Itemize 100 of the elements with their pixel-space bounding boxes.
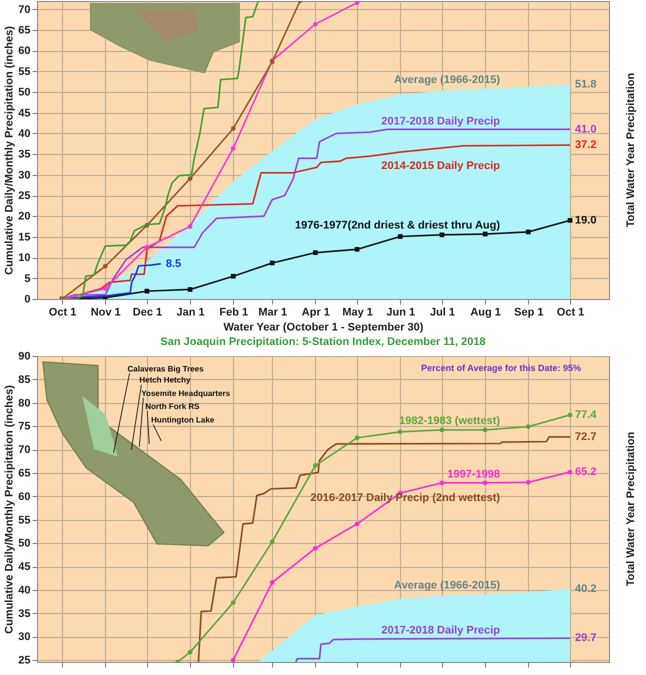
chart-title: San Joaquin Precipitation: 5-Station Index, December 11, 2018 — [160, 336, 486, 348]
point — [568, 470, 572, 474]
y-tick-label: 60 — [18, 45, 30, 58]
y-axis-title: Cumulative Daily/Monthly Precipitation (inches) — [3, 26, 16, 275]
x-tick-label: Mar 1 — [258, 306, 288, 318]
y-tick-label: 20 — [18, 210, 30, 223]
y-tick-label: 25 — [18, 654, 30, 667]
x-tick-label: May 1 — [342, 306, 373, 318]
point — [230, 658, 236, 662]
point — [270, 539, 275, 544]
x-tick-label: Dec 1 — [132, 306, 162, 318]
point — [482, 428, 488, 432]
point — [188, 650, 192, 655]
point — [313, 463, 318, 468]
point — [568, 218, 572, 223]
y-tick-label: 0 — [24, 294, 30, 306]
x-tick-label: Jan 1 — [176, 306, 205, 318]
point — [230, 126, 236, 131]
point — [313, 546, 318, 551]
series-label: 2017-2018 Daily Precip — [381, 115, 500, 128]
data-label: 40.2 — [575, 583, 596, 596]
point — [482, 232, 488, 236]
point — [313, 22, 318, 27]
point — [102, 264, 108, 269]
annotation: Calaveras Big Trees — [127, 364, 204, 373]
series-label: Average (1966-2015) — [394, 580, 500, 592]
y-axis-title: Cumulative Daily/Monthly Precipitation (inches) — [3, 384, 16, 634]
point — [230, 600, 236, 605]
data-label: 29.7 — [575, 632, 596, 644]
x-tick-label: Jul 1 — [430, 306, 456, 318]
data-label: 65.2 — [575, 466, 596, 478]
point — [440, 480, 444, 486]
annotation: Percent of Average for this Date: 95% — [421, 363, 581, 373]
x-tick-label: Apr 1 — [302, 306, 330, 318]
y-tick-label: 45 — [18, 561, 30, 574]
line-series — [61, 1, 260, 299]
point — [270, 260, 275, 266]
series-label: 1982-1983 (wettest) — [399, 414, 500, 427]
x-tick-label: Jun 1 — [386, 306, 416, 318]
y-tick-label: 40 — [18, 128, 30, 140]
point — [398, 429, 403, 434]
point — [440, 428, 444, 432]
point — [526, 480, 531, 485]
point — [354, 522, 360, 526]
y-tick-label: 55 — [18, 514, 30, 526]
series-label: 1997-1998 — [447, 468, 500, 481]
y2-axis-title: Total Water Year Precipitation — [625, 72, 637, 228]
y-tick-label: 30 — [18, 631, 30, 644]
point — [230, 274, 236, 279]
y-tick-label: 10 — [18, 252, 30, 264]
series-label: 2017-2018 Daily Precip — [381, 624, 500, 636]
data-label: 19.0 — [575, 214, 596, 226]
y-tick-label: 40 — [18, 584, 30, 596]
point — [188, 287, 192, 292]
y-tick-label: 85 — [18, 374, 30, 386]
y-tick-label: 65 — [18, 24, 30, 36]
annotation: North Fork RS — [144, 402, 200, 411]
y-tick-label: 55 — [18, 66, 30, 78]
point — [102, 286, 108, 291]
y2-axis-title: Total Water Year Precipitation — [625, 431, 637, 586]
point — [188, 224, 192, 229]
point — [482, 480, 488, 486]
data-label: 8.5 — [166, 258, 182, 270]
y-tick-label: 70 — [18, 4, 30, 16]
y-tick-label: 75 — [18, 420, 30, 433]
y-tick-label: 80 — [18, 397, 30, 410]
data-label: 72.7 — [575, 430, 596, 443]
point — [354, 246, 360, 252]
annotation: Hetch Hetchy — [138, 375, 191, 384]
point — [354, 436, 360, 440]
point — [144, 288, 150, 294]
y-tick-label: 65 — [18, 467, 30, 480]
y-tick-label: 25 — [18, 190, 30, 202]
annotation: Huntington Lake — [150, 415, 214, 424]
x-tick-label: Nov 1 — [90, 306, 121, 318]
y-tick-label: 5 — [24, 272, 30, 285]
series-label: 2014-2015 Daily Precip — [381, 160, 500, 172]
y-tick-label: 30 — [18, 169, 30, 182]
point — [398, 234, 403, 239]
data-label: 51.8 — [575, 78, 596, 91]
point — [144, 244, 150, 250]
y-tick-label: 70 — [18, 444, 30, 456]
y-tick-label: 45 — [18, 107, 30, 120]
point — [440, 232, 444, 238]
y-tick-label: 90 — [18, 350, 30, 362]
x-tick-label: Aug 1 — [470, 306, 501, 318]
y-tick-label: 35 — [18, 148, 30, 161]
y-tick-label: 60 — [18, 490, 30, 503]
point — [354, 1, 360, 5]
data-label: 41.0 — [575, 123, 596, 136]
x-tick-label: Feb 1 — [219, 306, 248, 318]
data-label: 37.2 — [575, 139, 596, 152]
y-tick-label: 50 — [18, 538, 30, 550]
series-label: 1976-1977(2nd driest & driest thru Aug) — [295, 219, 500, 232]
x-axis-title: Water Year (October 1 - September 30) — [224, 322, 424, 334]
y-tick-label: 50 — [18, 86, 30, 99]
annotation: Yosemite Headquarters — [140, 388, 230, 398]
series-label: 2016-2017 Daily Precip (2nd wettest) — [310, 492, 500, 504]
x-tick-label: Oct 1 — [48, 306, 76, 318]
point — [230, 146, 236, 151]
